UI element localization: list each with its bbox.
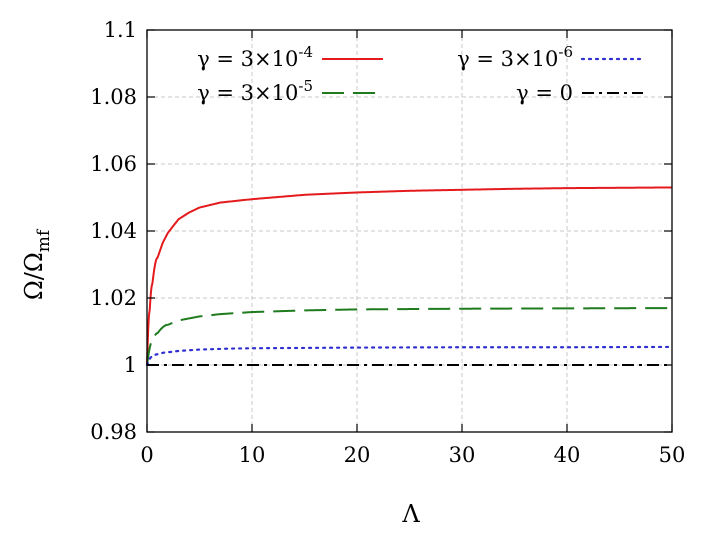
series-line-gamma-3e-5 [146, 307, 673, 366]
legend-label: γ = 3×10-5 [197, 77, 313, 105]
legend: γ = 3×10-4γ = 3×10-5γ = 3×10-6γ = 0 [197, 43, 645, 105]
legend-label-base: γ = 0 [516, 81, 573, 105]
y-tick-label: 1.06 [90, 152, 137, 176]
series-line-gamma-3e-4 [146, 186, 673, 366]
y-tick-label: 1.04 [90, 219, 137, 243]
axis-ticks: 0 10 20 30 40 50 0.98 1 1.02 1.04 1.06 1.08 1.1 [90, 18, 685, 467]
x-tick-label: 40 [554, 443, 581, 467]
grid-lines [147, 30, 672, 432]
y-tick-label: 1.1 [104, 18, 137, 42]
legend-label-exponent: -4 [298, 43, 313, 61]
legend-label: γ = 0 [516, 81, 573, 105]
y-tick-label: 1.08 [90, 85, 137, 109]
legend-label-exponent: -5 [298, 77, 313, 95]
x-axis-label: Λ [401, 500, 420, 528]
legend-label: γ = 3×10-4 [197, 43, 313, 71]
series-layer [145, 186, 674, 367]
y-axis-label-sub: mf [34, 228, 54, 252]
x-tick-label: 10 [239, 443, 266, 467]
y-tick-label: 0.98 [90, 420, 137, 444]
legend-label-base: γ = 3×10 [197, 47, 298, 71]
legend-label-exponent: -6 [558, 43, 573, 61]
x-tick-label: 50 [659, 443, 686, 467]
x-tick-label: 20 [344, 443, 371, 467]
x-tick-label: 30 [449, 443, 476, 467]
legend-label: γ = 3×10-6 [457, 43, 573, 71]
x-tick-label: 0 [140, 443, 153, 467]
legend-label-base: γ = 3×10 [197, 81, 298, 105]
y-tick-label: 1.02 [90, 286, 137, 310]
y-axis-label-main: Ω/Ω [20, 252, 48, 300]
legend-label-base: γ = 3×10 [457, 47, 558, 71]
y-axis-label: Ω/Ωmf [20, 228, 54, 300]
y-tick-label: 1 [124, 353, 137, 377]
series-line-gamma-3e-6 [145, 345, 674, 367]
